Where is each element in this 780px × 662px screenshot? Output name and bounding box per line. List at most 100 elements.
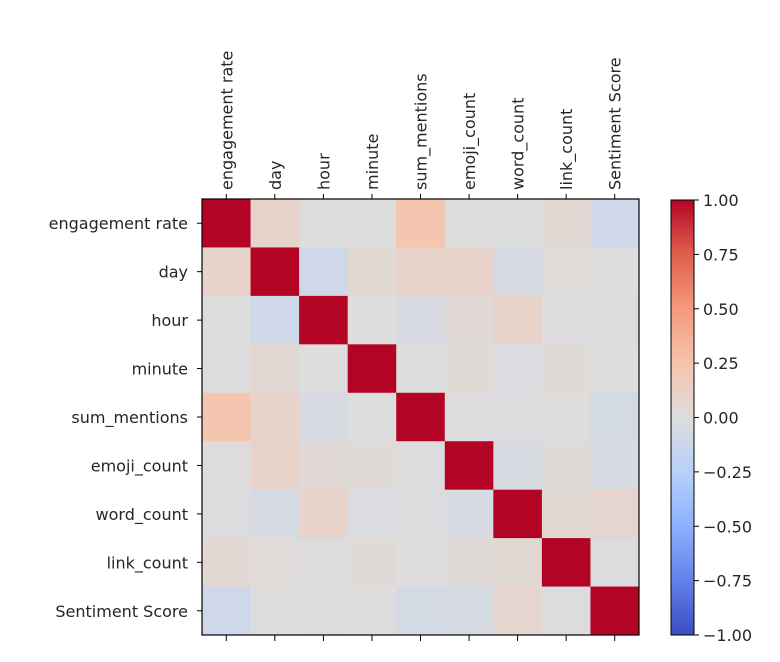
heatmap-cell xyxy=(299,295,349,345)
heatmap-cell xyxy=(250,199,300,248)
colorbar: 1.00 0.75 0.50 0.25 0.00 −0.25 −0.50 −0.75 −1.00 xyxy=(670,191,752,645)
heatmap-cell xyxy=(202,199,252,248)
heatmap-cell xyxy=(396,586,446,636)
heatmap-cell xyxy=(347,247,397,297)
heatmap-cell xyxy=(396,295,446,345)
heatmap-cell xyxy=(590,295,640,345)
heatmap-cell xyxy=(396,344,446,394)
heatmap-cell xyxy=(347,199,397,248)
colorbar-tick-label: −0.75 xyxy=(703,572,752,591)
heatmap-cell xyxy=(250,441,300,491)
x-tick-label: minute xyxy=(363,134,382,190)
y-tick-label: word_count xyxy=(96,505,188,525)
colorbar-tick-label: 0.50 xyxy=(703,300,739,319)
heatmap-cell xyxy=(250,489,300,539)
heatmap-cell xyxy=(299,247,349,297)
y-tick-label: link_count xyxy=(107,553,188,573)
heatmap-cell xyxy=(396,538,446,588)
heatmap-cell xyxy=(590,538,640,588)
heatmap-cell xyxy=(493,441,543,491)
colorbar-tick-label: 0.00 xyxy=(703,409,739,428)
heatmap-cell xyxy=(493,392,543,442)
heatmap-cell xyxy=(250,392,300,442)
heatmap-cell xyxy=(493,247,543,297)
heatmap-cell xyxy=(347,489,397,539)
heatmap-cell xyxy=(250,538,300,588)
heatmap-cell xyxy=(493,295,543,345)
colorbar-tick-label: −0.25 xyxy=(703,463,752,482)
heatmap-cell xyxy=(299,441,349,491)
heatmap-cell xyxy=(202,489,252,539)
heatmap-cell xyxy=(396,247,446,297)
heatmap-cell xyxy=(590,247,640,297)
x-tick-label: word_count xyxy=(509,98,529,190)
heatmap-cell xyxy=(299,344,349,394)
y-tick-label: engagement rate xyxy=(49,214,188,233)
heatmap-cell xyxy=(202,441,252,491)
heatmap-cells xyxy=(202,199,640,636)
heatmap-cell xyxy=(347,344,397,394)
heatmap-cell xyxy=(202,295,252,345)
heatmap-cell xyxy=(541,441,591,491)
heatmap-cell xyxy=(299,586,349,636)
x-tick-label: Sentiment Score xyxy=(606,57,625,190)
heatmap-cell xyxy=(541,295,591,345)
heatmap-cell xyxy=(444,344,494,394)
heatmap-cell xyxy=(299,538,349,588)
heatmap-cell xyxy=(493,538,543,588)
heatmap-cell xyxy=(250,295,300,345)
heatmap-cell xyxy=(444,247,494,297)
heatmap-cell xyxy=(250,586,300,636)
heatmap-cell xyxy=(590,199,640,248)
x-tick-label: engagement rate xyxy=(217,51,236,190)
heatmap-cell xyxy=(590,586,640,636)
y-tick-label: sum_mentions xyxy=(71,408,188,428)
heatmap-cell xyxy=(541,489,591,539)
heatmap-cell xyxy=(299,199,349,248)
heatmap-cell xyxy=(250,344,300,394)
heatmap-cell xyxy=(590,441,640,491)
heatmap-cell xyxy=(541,392,591,442)
heatmap-cell xyxy=(396,441,446,491)
heatmap-cell xyxy=(541,538,591,588)
heatmap-cell xyxy=(202,344,252,394)
heatmap-cell xyxy=(444,295,494,345)
heatmap-cell xyxy=(396,489,446,539)
heatmap-cell xyxy=(541,247,591,297)
heatmap-cell xyxy=(444,538,494,588)
heatmap-cell xyxy=(444,199,494,248)
heatmap-cell xyxy=(347,392,397,442)
heatmap-cell xyxy=(299,489,349,539)
heatmap-cell xyxy=(541,586,591,636)
colorbar-tick-label: 0.75 xyxy=(703,245,739,264)
heatmap-cell xyxy=(493,344,543,394)
colorbar-ticks: 1.00 0.75 0.50 0.25 0.00 −0.25 −0.50 −0.75 −1.00 xyxy=(694,191,752,645)
x-tick-label: hour xyxy=(314,153,333,190)
y-axis-ticks: engagement rate day hour minute sum_mentions… xyxy=(49,214,202,621)
colorbar-tick-label: −1.00 xyxy=(703,626,752,645)
heatmap-cell xyxy=(202,392,252,442)
heatmap-cell xyxy=(493,489,543,539)
heatmap-cell xyxy=(250,247,300,297)
heatmap-cell xyxy=(202,538,252,588)
x-tick-label: day xyxy=(266,161,285,190)
x-tick-label: link_count xyxy=(557,109,577,190)
colorbar-tick-label: 1.00 xyxy=(703,191,739,210)
x-axis-ticks: engagement rate day hour minute sum_mentions… xyxy=(217,51,625,641)
colorbar-tick-label: 0.25 xyxy=(703,354,739,373)
heatmap-cell xyxy=(202,586,252,636)
colorbar-tick-label: −0.50 xyxy=(703,517,752,536)
heatmap-cell xyxy=(444,441,494,491)
heatmap-cell xyxy=(444,392,494,442)
heatmap-cell xyxy=(396,392,446,442)
x-tick-label: sum_mentions xyxy=(412,73,432,190)
heatmap-cell xyxy=(299,392,349,442)
heatmap-cell xyxy=(202,247,252,297)
heatmap-cell xyxy=(541,344,591,394)
y-tick-label: day xyxy=(159,263,188,282)
heatmap-cell xyxy=(590,489,640,539)
x-tick-label: emoji_count xyxy=(460,93,480,190)
heatmap-cell xyxy=(347,538,397,588)
heatmap-cell xyxy=(347,441,397,491)
